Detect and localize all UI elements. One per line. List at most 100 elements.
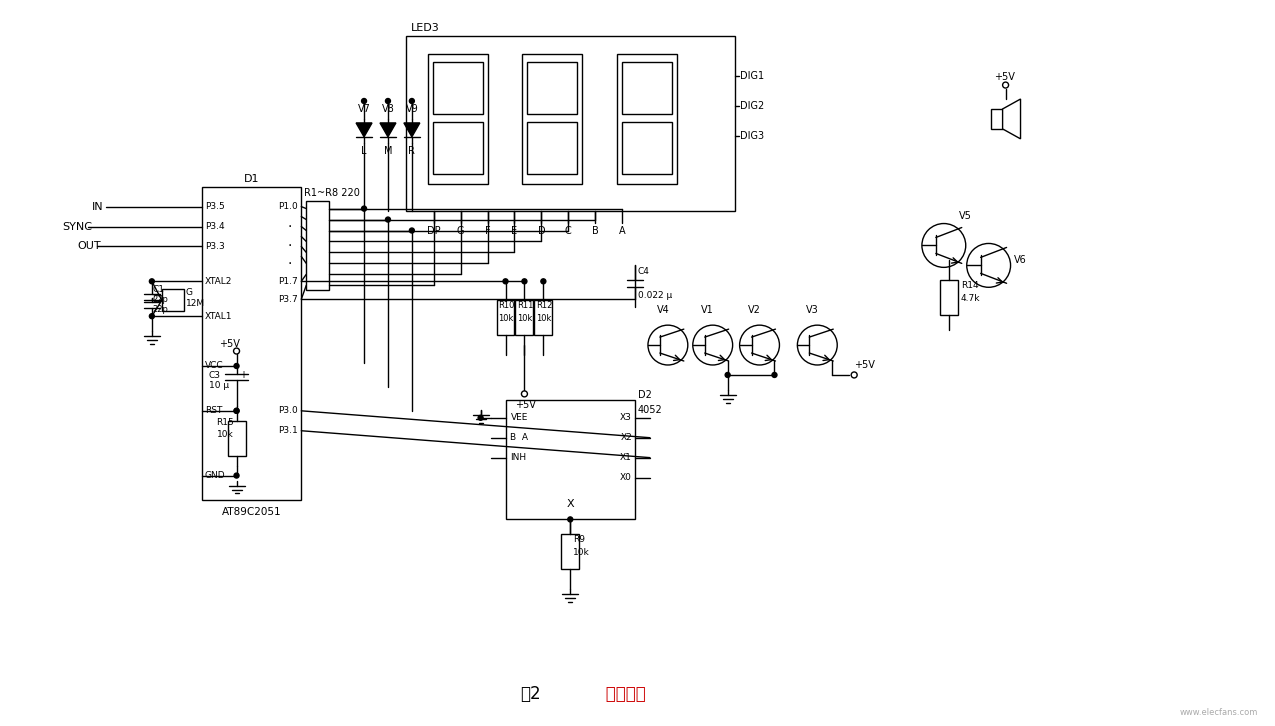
Text: RST: RST	[205, 407, 222, 415]
Text: 22p: 22p	[153, 305, 168, 314]
Text: 10k: 10k	[518, 314, 533, 322]
Text: LED3: LED3	[411, 23, 440, 33]
Bar	[523, 54, 583, 184]
Bar	[534, 301, 552, 335]
Text: R11: R11	[518, 301, 534, 310]
Text: P3.5: P3.5	[205, 202, 224, 211]
Circle shape	[725, 372, 731, 378]
Text: V1: V1	[701, 305, 714, 315]
Text: R9: R9	[574, 535, 585, 544]
Text: C3: C3	[209, 372, 221, 380]
Bar	[617, 54, 677, 184]
Text: R10: R10	[499, 301, 515, 310]
Text: V4: V4	[657, 305, 669, 315]
Text: XTAL2: XTAL2	[205, 277, 232, 286]
Circle shape	[541, 279, 546, 284]
Text: P3.1: P3.1	[278, 426, 298, 436]
Text: X: X	[566, 499, 574, 510]
Text: AT89C2051: AT89C2051	[222, 507, 282, 518]
Circle shape	[771, 372, 776, 378]
Circle shape	[235, 408, 238, 413]
Text: XTAL1: XTAL1	[205, 311, 232, 321]
Text: R14: R14	[961, 281, 978, 290]
Text: V9: V9	[405, 104, 418, 114]
Circle shape	[149, 279, 154, 284]
Bar	[496, 301, 515, 335]
Circle shape	[409, 228, 414, 233]
Text: SYNC: SYNC	[62, 221, 92, 232]
Text: ·: ·	[287, 219, 292, 234]
Text: 12M: 12M	[186, 298, 205, 308]
Text: P3.3: P3.3	[205, 242, 224, 251]
Circle shape	[235, 408, 238, 413]
Text: P1.0: P1.0	[278, 202, 298, 211]
Text: DP: DP	[427, 226, 441, 235]
Text: V2: V2	[748, 305, 761, 315]
Circle shape	[478, 415, 483, 420]
Text: P1.7: P1.7	[278, 277, 298, 286]
Bar	[515, 301, 533, 335]
Text: +5V: +5V	[515, 400, 537, 410]
Circle shape	[362, 206, 366, 211]
Text: www.elecfans.com: www.elecfans.com	[1179, 708, 1257, 717]
Text: DIG2: DIG2	[740, 101, 764, 111]
Text: A: A	[618, 226, 625, 235]
Circle shape	[385, 99, 390, 104]
Text: R1~R8 220: R1~R8 220	[305, 187, 360, 197]
Text: 电原理图: 电原理图	[590, 685, 646, 703]
Bar	[622, 122, 672, 174]
Circle shape	[362, 99, 366, 104]
Circle shape	[385, 217, 390, 222]
Text: 4.7k: 4.7k	[961, 294, 980, 303]
Text: 10 μ: 10 μ	[209, 381, 228, 391]
Text: X2: X2	[620, 433, 632, 442]
Text: C1: C1	[153, 285, 164, 294]
Bar	[432, 122, 483, 174]
Text: G: G	[456, 226, 464, 235]
Text: 10k: 10k	[217, 431, 233, 439]
Text: M: M	[384, 146, 393, 156]
Circle shape	[235, 473, 238, 478]
Text: INH: INH	[510, 453, 527, 462]
Polygon shape	[404, 123, 419, 137]
Text: OUT: OUT	[78, 242, 101, 251]
Text: +5V: +5V	[854, 360, 875, 370]
Text: DIG1: DIG1	[740, 71, 764, 81]
Text: V6: V6	[1014, 256, 1026, 266]
Text: B  A: B A	[510, 433, 529, 442]
Bar	[940, 280, 958, 315]
Text: P3.7: P3.7	[278, 295, 298, 303]
Bar	[505, 400, 635, 519]
Text: D: D	[538, 226, 546, 235]
Text: ·: ·	[287, 240, 292, 253]
Text: V7: V7	[357, 104, 371, 114]
Text: G: G	[186, 287, 193, 297]
Text: 22p: 22p	[153, 295, 168, 303]
Text: P3.4: P3.4	[205, 222, 224, 231]
Circle shape	[149, 314, 154, 319]
Polygon shape	[380, 123, 397, 137]
Bar	[428, 54, 487, 184]
Bar	[405, 36, 734, 211]
Text: 图2: 图2	[520, 685, 541, 703]
Text: V8: V8	[381, 104, 394, 114]
Bar	[991, 109, 1002, 129]
Text: ·: ·	[287, 258, 292, 272]
Bar	[432, 62, 483, 114]
Text: R15: R15	[217, 418, 235, 428]
Polygon shape	[356, 123, 372, 137]
Bar	[201, 187, 301, 500]
Text: F: F	[484, 226, 491, 235]
Text: B: B	[592, 226, 598, 235]
Text: IN: IN	[92, 202, 103, 211]
Text: V3: V3	[806, 305, 819, 315]
Text: 10k: 10k	[537, 314, 552, 322]
Text: +5V: +5V	[218, 339, 240, 349]
Text: X1: X1	[620, 453, 632, 462]
Circle shape	[504, 279, 507, 284]
Text: D2: D2	[638, 390, 652, 400]
Bar	[622, 62, 672, 114]
Polygon shape	[1002, 99, 1020, 139]
Text: VEE: VEE	[510, 413, 528, 423]
Bar	[561, 534, 579, 569]
